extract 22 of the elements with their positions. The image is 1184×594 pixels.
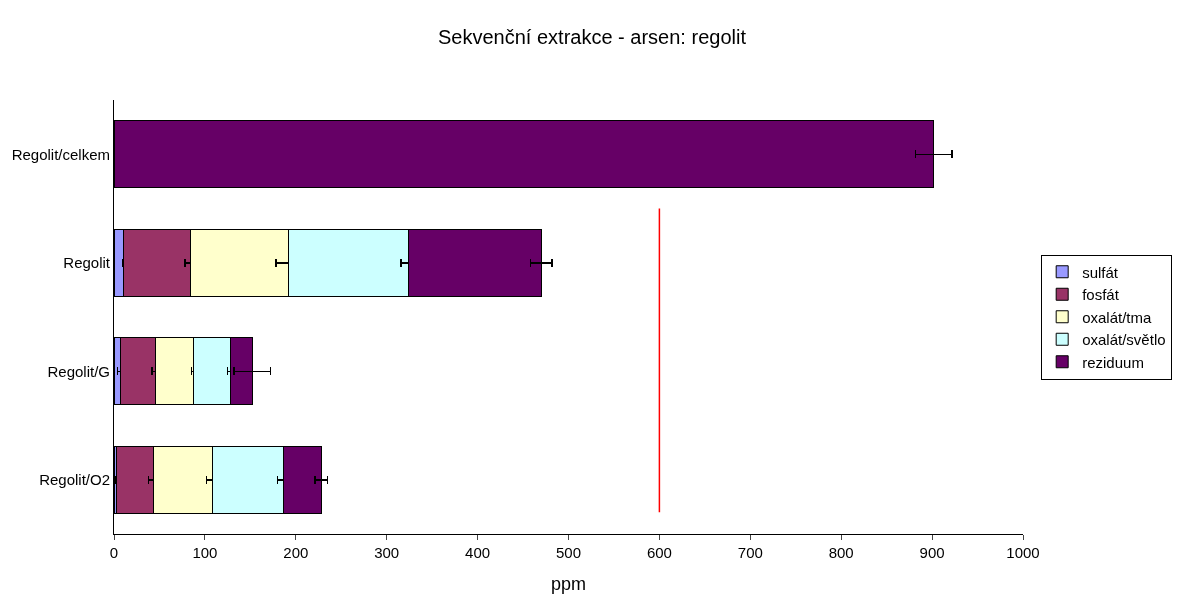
x-tick-label: 300 <box>374 544 400 561</box>
y-tick-label: Regolit <box>63 254 111 271</box>
x-axis-title: ppm <box>550 574 587 594</box>
y-tick-label: Regolit/G <box>47 362 110 380</box>
x-tick-label: 700 <box>737 544 763 561</box>
x-tick-label: 400 <box>465 544 491 561</box>
x-tick-label: 900 <box>919 544 945 561</box>
x-tick-label: 100 <box>192 544 218 561</box>
x-tick-label: 1000 <box>1006 544 1040 561</box>
legend-label: oxalát/světlo <box>1082 331 1166 349</box>
x-tick-label: 200 <box>283 544 309 561</box>
x-tick-label: 0 <box>109 544 119 561</box>
legend-label: fosfát <box>1082 286 1120 304</box>
x-tick-label: 600 <box>646 544 672 561</box>
legend-label: sulfát <box>1082 263 1119 281</box>
y-tick-label: Regolit/O2 <box>39 471 110 488</box>
legend-label: reziduum <box>1082 353 1144 371</box>
legend-label: oxalát/tma <box>1082 308 1153 326</box>
x-tick-label: 500 <box>555 544 582 561</box>
y-tick-label: Regolit/celkem <box>11 145 110 163</box>
x-tick-label: 800 <box>828 544 854 561</box>
chart-title: Sekvenční extrakce - arsen: regolit <box>438 25 747 48</box>
